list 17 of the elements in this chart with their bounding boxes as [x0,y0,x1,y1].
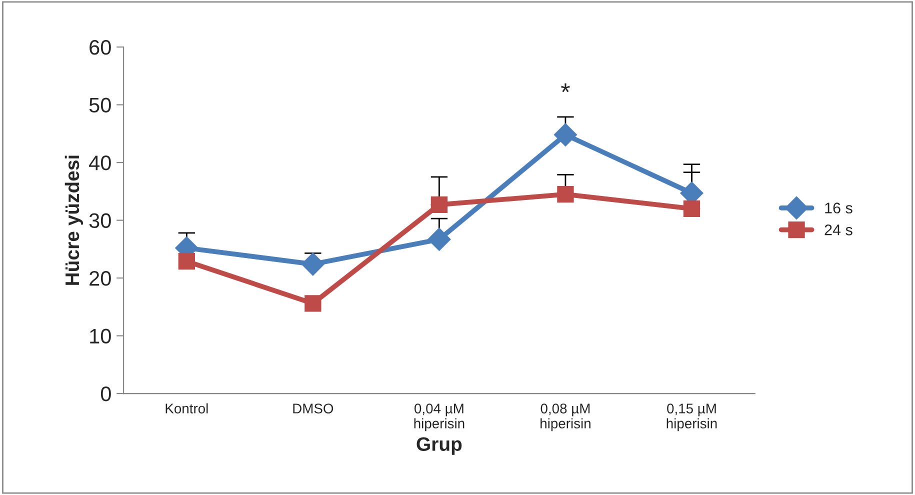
annotation: * [561,83,570,92]
x-tick-label: 0,04 µM hiperisin [414,404,464,432]
y-tick-label: 40 [89,156,111,170]
x-tick-label: DMSO [293,404,334,414]
y-axis-title: Hücre yüzdesi [64,156,83,285]
y-tick-label: 50 [89,98,111,113]
x-tick-label: 0,15 µM hiperisin [666,404,717,432]
x-axis-title: Grup [416,437,462,455]
x-tick-label: Kontrol [166,403,208,414]
legend-label: 16 s [825,202,852,214]
y-tick-label: 30 [89,213,111,228]
legend-label: 24 s [824,224,852,236]
y-tick-label: 10 [90,328,111,344]
y-tick-label: 0 [100,386,111,402]
y-tick-label: 20 [90,271,111,286]
y-tick-label: 60 [90,40,111,55]
x-tick-label: 0,08 µM hiperisin [540,404,590,432]
